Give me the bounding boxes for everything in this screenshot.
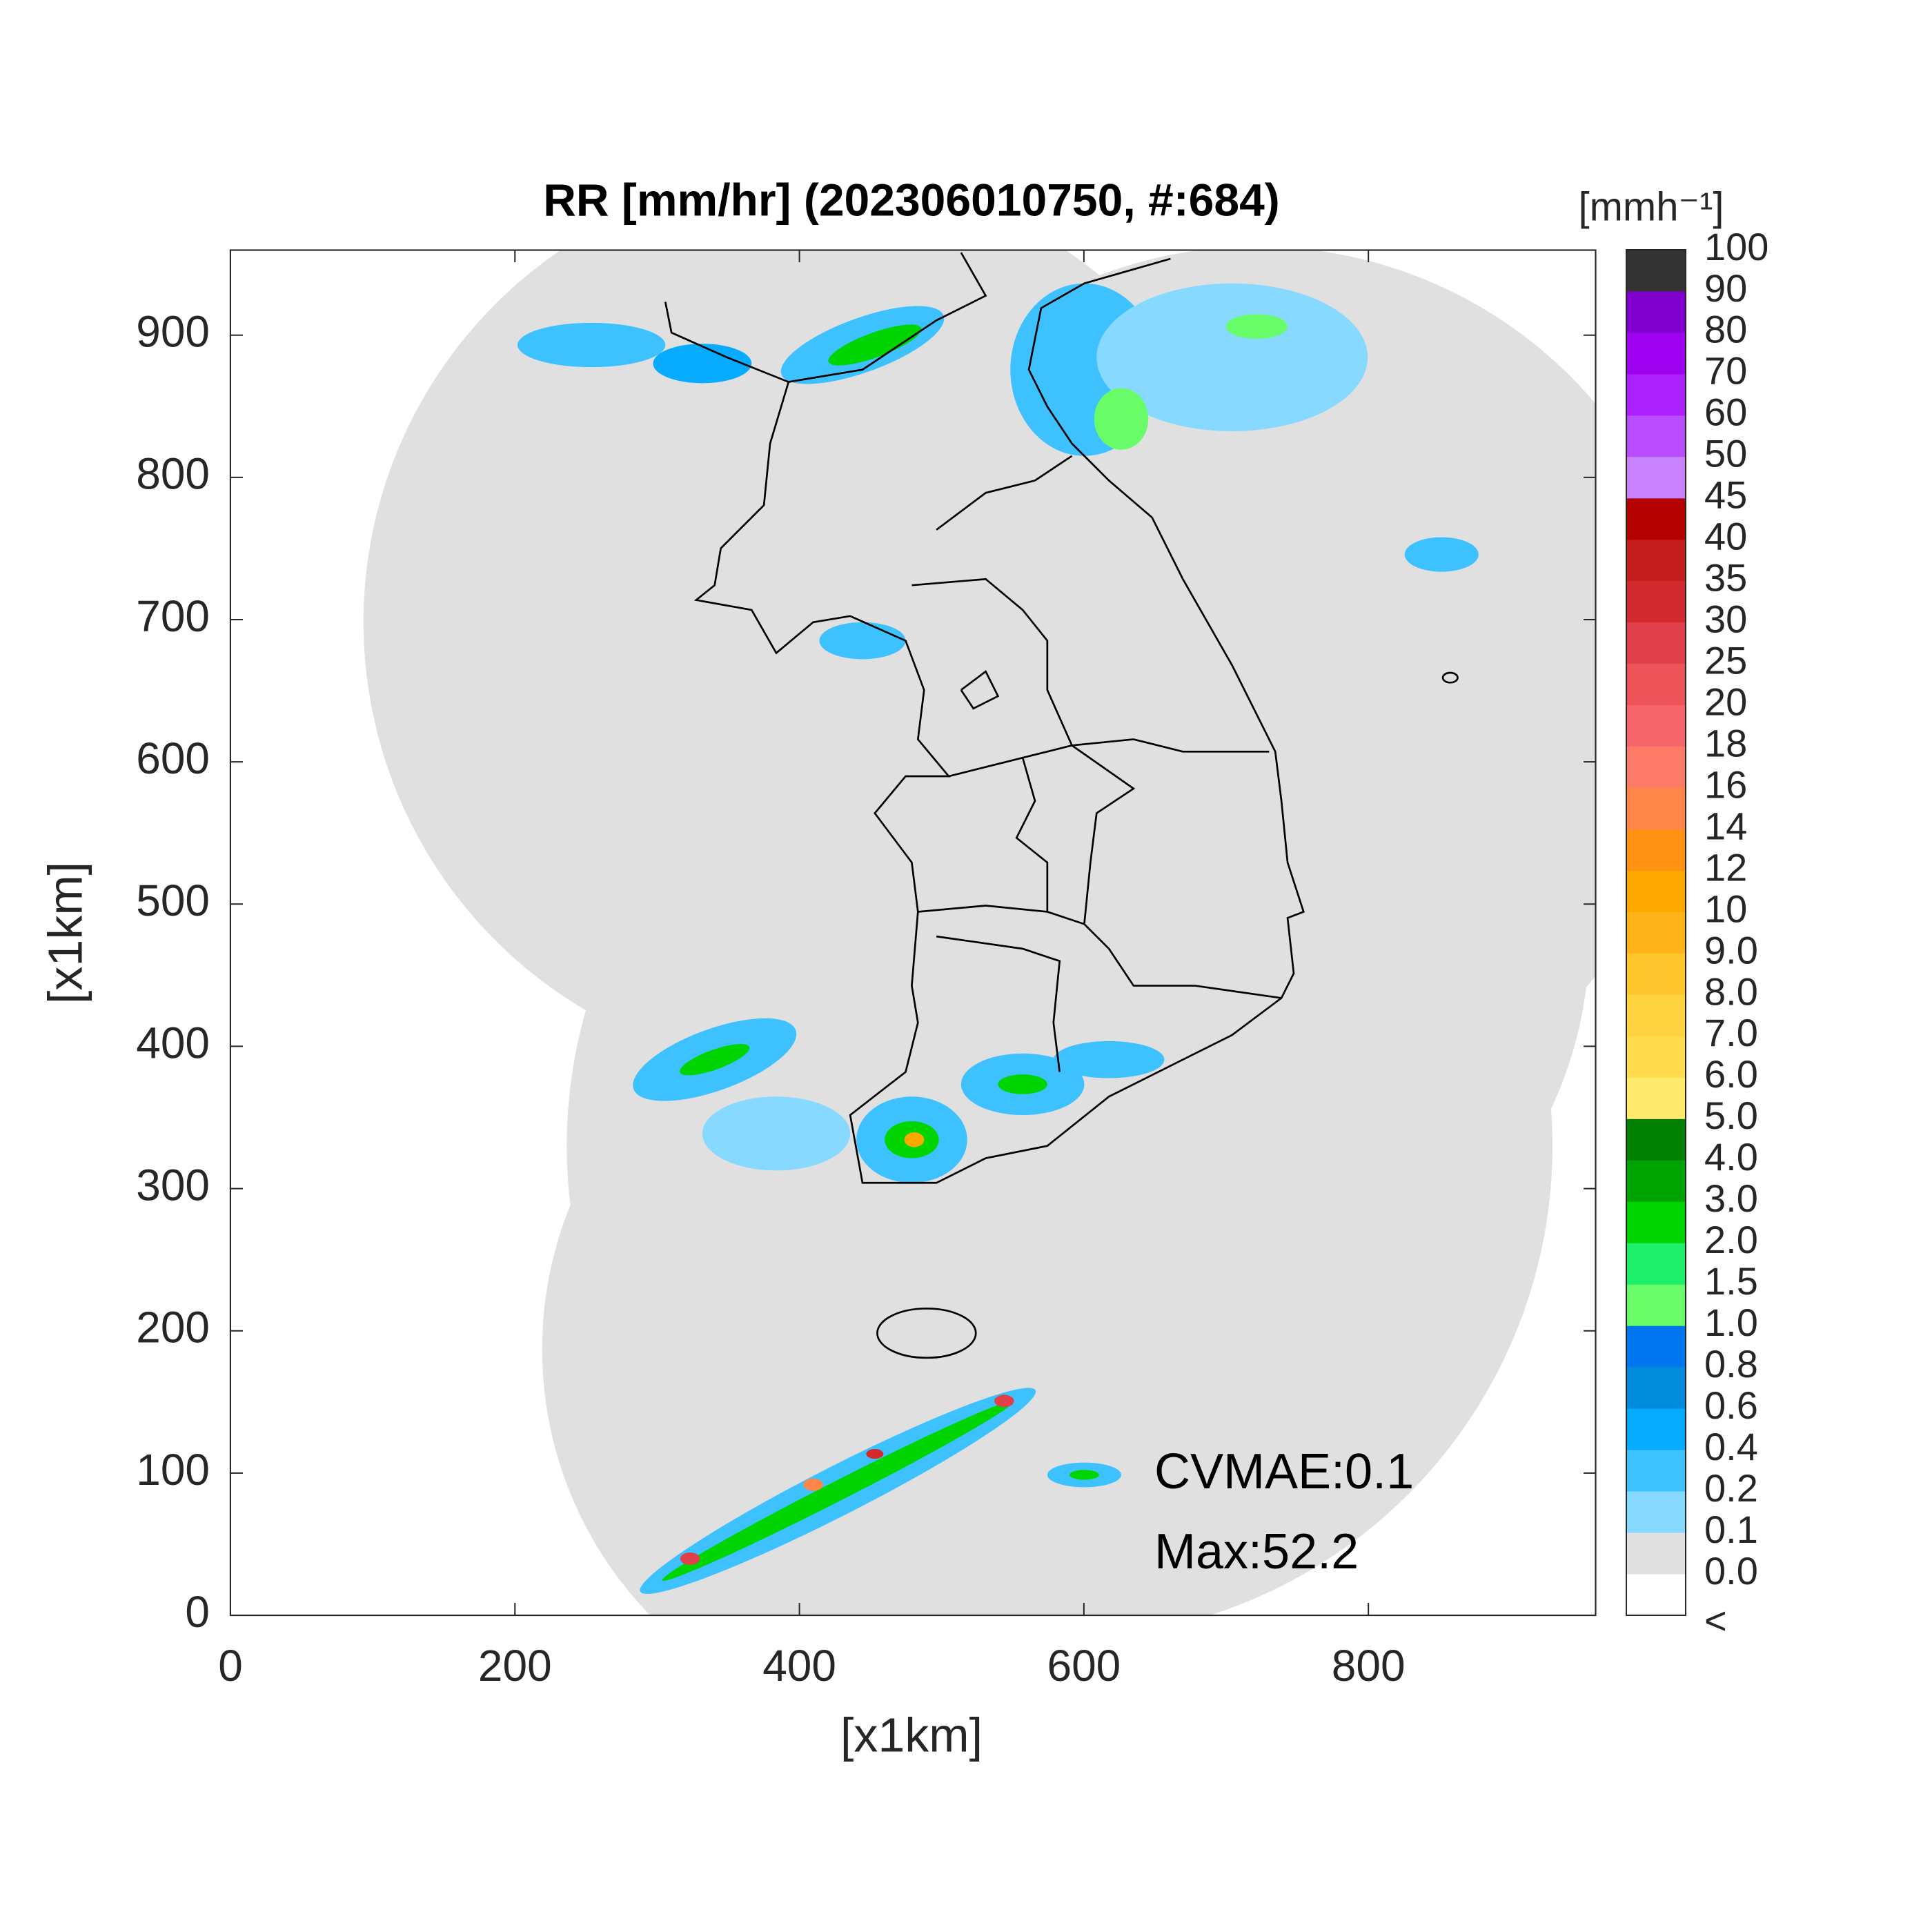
y-tick-label: 300 — [136, 1160, 210, 1210]
y-axis-label: [x1km] — [38, 862, 92, 1004]
colorbar-bin — [1626, 1408, 1686, 1450]
y-tick-label: 700 — [136, 591, 210, 641]
chart-title: RR [mm/hr] (202306010750, #:684) — [543, 174, 1280, 225]
y-tick-label: 200 — [136, 1303, 210, 1352]
colorbar-tick-label: 16 — [1704, 762, 1747, 806]
colorbar-bin — [1626, 1243, 1686, 1285]
colorbar-bin — [1626, 373, 1686, 416]
colorbar-tick-label: 0.2 — [1704, 1466, 1758, 1510]
colorbar-bin — [1626, 1450, 1686, 1492]
colorbar-tick-label: 90 — [1704, 266, 1747, 310]
x-axis-label: [x1km] — [840, 1708, 983, 1762]
colorbar-tick-label: 30 — [1704, 598, 1747, 641]
colorbar-tick-label: 50 — [1704, 432, 1747, 475]
colorbar-bin — [1626, 622, 1686, 664]
colorbar-frame — [1626, 249, 1686, 1616]
x-tick-label: 200 — [478, 1641, 552, 1690]
radar-coverage — [363, 250, 1596, 1616]
colorbar-bin — [1626, 994, 1686, 1036]
colorbar-bin — [1626, 911, 1686, 954]
colorbar-tick-label: 9.0 — [1704, 928, 1758, 972]
colorbar-tick-label: 1.5 — [1704, 1259, 1758, 1303]
x-tick-label: 800 — [1332, 1641, 1406, 1690]
coastline — [664, 252, 1459, 1359]
colorbar-tick-label: 10 — [1704, 887, 1747, 930]
colorbar-tick-label: 7.0 — [1704, 1011, 1758, 1054]
colorbar-tick-label: 18 — [1704, 721, 1747, 765]
colorbar-bin — [1626, 1491, 1686, 1533]
colorbar-bin — [1626, 1574, 1686, 1616]
colorbar-label: [mmh⁻¹] — [1578, 184, 1724, 229]
colorbar-tick-label: 0.4 — [1704, 1425, 1758, 1468]
colorbar-bin — [1626, 580, 1686, 623]
colorbar-tick-label: 2.0 — [1704, 1218, 1758, 1261]
colorbar-bin — [1626, 1118, 1686, 1161]
colorbar-bin — [1626, 1325, 1686, 1368]
colorbar-tick-label: 4.0 — [1704, 1135, 1758, 1179]
colorbar-bin — [1626, 953, 1686, 995]
y-tick-label: 800 — [136, 449, 210, 499]
colorbar-tick-label: 6.0 — [1704, 1052, 1758, 1096]
colorbar-bin — [1626, 456, 1686, 499]
colorbar-tick-label: 8.0 — [1704, 969, 1758, 1013]
colorbar-bin — [1626, 1077, 1686, 1119]
colorbar-tick-label: 0.1 — [1704, 1508, 1758, 1551]
colorbar-tick-label: 12 — [1704, 845, 1747, 889]
colorbar-bin — [1626, 1532, 1686, 1575]
colorbar-bin — [1626, 1367, 1686, 1409]
colorbar-tick-label: 1.0 — [1704, 1301, 1758, 1344]
colorbar-bin — [1626, 497, 1686, 540]
colorbar-tick-label: 35 — [1704, 556, 1747, 600]
colorbar-tick-label: 0.0 — [1704, 1549, 1758, 1593]
colorbar-tick-label: 70 — [1704, 349, 1747, 393]
colorbar-bin — [1626, 704, 1686, 747]
plot-frame — [229, 249, 1597, 1617]
colorbar-bin — [1626, 415, 1686, 457]
colorbar-tick-label: 3.0 — [1704, 1176, 1758, 1220]
colorbar-tick-label: 25 — [1704, 638, 1747, 682]
y-tick-label: 600 — [136, 733, 210, 783]
colorbar-tick-label: 20 — [1704, 680, 1747, 723]
colorbar-bin — [1626, 1160, 1686, 1202]
colorbar-bin — [1626, 250, 1686, 292]
colorbar-bin — [1626, 1201, 1686, 1243]
annotation: CVMAE:0.1 — [1154, 1444, 1414, 1499]
x-tick-label: 400 — [762, 1641, 836, 1690]
colorbar-bin — [1626, 539, 1686, 582]
colorbar-bin — [1626, 787, 1686, 830]
colorbar-tick-label: 0.8 — [1704, 1342, 1758, 1386]
colorbar-bin — [1626, 829, 1686, 871]
colorbar-bin — [1626, 663, 1686, 706]
colorbar-tick-label: 5.0 — [1704, 1094, 1758, 1137]
colorbar-tick-label: 14 — [1704, 804, 1747, 847]
colorbar-tick-label: 0.6 — [1704, 1383, 1758, 1427]
y-tick-label: 400 — [136, 1018, 210, 1067]
colorbar-tick-label: < — [1704, 1599, 1727, 1642]
colorbar-tick-label: 40 — [1704, 515, 1747, 558]
colorbar-bin — [1626, 290, 1686, 333]
y-tick-label: 500 — [136, 876, 210, 925]
annotation: Max:52.2 — [1154, 1524, 1359, 1579]
colorbar-bin — [1626, 870, 1686, 913]
colorbar-tick-label: 60 — [1704, 391, 1747, 434]
y-tick-label: 100 — [136, 1445, 210, 1495]
colorbar-bin — [1626, 332, 1686, 375]
colorbar-tick-label: 100 — [1704, 225, 1768, 268]
colorbar-bin — [1626, 746, 1686, 789]
colorbar-tick-label: 45 — [1704, 473, 1747, 517]
colorbar-bin — [1626, 1036, 1686, 1078]
x-tick-label: 600 — [1047, 1641, 1121, 1690]
y-tick-label: 900 — [136, 307, 210, 357]
y-tick-label: 0 — [185, 1587, 210, 1637]
colorbar-tick-label: 80 — [1704, 308, 1747, 351]
x-tick-label: 0 — [218, 1641, 243, 1690]
map-layer — [229, 249, 1597, 1617]
colorbar-bin — [1626, 1284, 1686, 1326]
